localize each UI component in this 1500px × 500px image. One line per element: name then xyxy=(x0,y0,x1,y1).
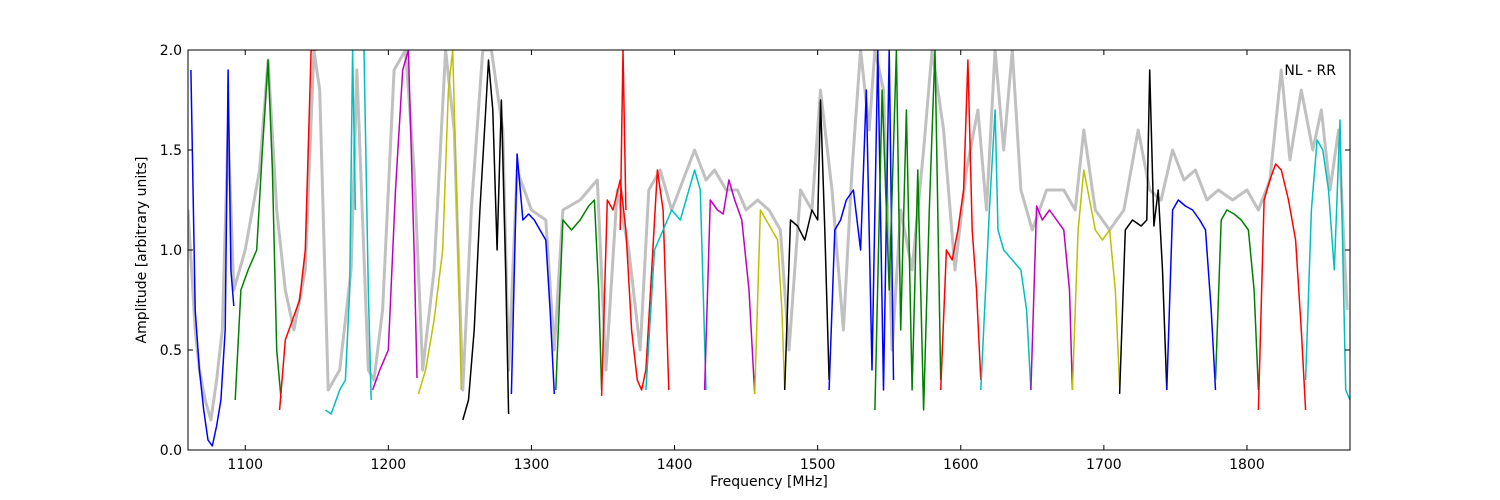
x-axis: 1100 1200 1300 1400 1500 1600 1700 1800 xyxy=(227,50,1265,473)
x-tick-label: 1500 xyxy=(800,457,836,473)
series-line-1 xyxy=(234,59,282,401)
y-tick-label: 2.0 xyxy=(160,43,182,59)
series-line-18 xyxy=(939,59,982,391)
y-tick-label: 0.0 xyxy=(160,443,182,459)
series-line-3 xyxy=(324,50,357,415)
series-line-10 xyxy=(600,169,670,397)
series-line-21 xyxy=(1071,169,1121,391)
plot-annotation: NL - RR xyxy=(1284,63,1336,79)
x-tick-label: 1800 xyxy=(1229,457,1265,473)
series-line-22 xyxy=(1118,69,1168,395)
x-tick-label: 1400 xyxy=(657,457,693,473)
series-line-15 xyxy=(783,99,830,391)
series-line-0 xyxy=(190,69,235,447)
series-line-23 xyxy=(1166,199,1217,391)
y-tick-label: 1.5 xyxy=(160,143,182,159)
series-line-9 xyxy=(555,199,603,391)
series-line-4 xyxy=(363,50,372,401)
series-line-7 xyxy=(462,59,510,421)
y-tick-label: 0.5 xyxy=(160,343,182,359)
x-tick-label: 1200 xyxy=(371,457,407,473)
x-tick-label: 1600 xyxy=(943,457,979,473)
series-line-11 xyxy=(619,50,627,231)
series-layer xyxy=(188,50,1350,447)
series-line-25 xyxy=(1257,163,1307,411)
y-tick-label: 1.0 xyxy=(160,243,182,259)
series-line-12 xyxy=(645,169,707,391)
series-line-26 xyxy=(1304,119,1350,401)
x-tick-label: 1300 xyxy=(514,457,550,473)
y-axis-label: Amplitude [arbitrary units] xyxy=(134,157,150,344)
series-line-24 xyxy=(1214,209,1260,391)
series-line-16 xyxy=(828,50,895,391)
series-line-6 xyxy=(417,50,463,395)
series-line-17 xyxy=(874,50,942,411)
series-line-5 xyxy=(371,50,418,391)
x-tick-label: 1700 xyxy=(1086,457,1122,473)
x-axis-label: Frequency [MHz] xyxy=(710,474,828,490)
background-series-line xyxy=(188,50,1349,422)
series-line-20 xyxy=(1030,205,1074,391)
series-line-8 xyxy=(510,153,556,395)
series-line-19 xyxy=(980,109,1032,391)
series-line-2 xyxy=(278,50,317,411)
y-axis: 0.0 0.5 1.0 1.5 2.0 xyxy=(160,43,1350,459)
series-line-13 xyxy=(703,179,756,395)
x-tick-label: 1100 xyxy=(227,457,263,473)
series-line-14 xyxy=(753,209,786,395)
